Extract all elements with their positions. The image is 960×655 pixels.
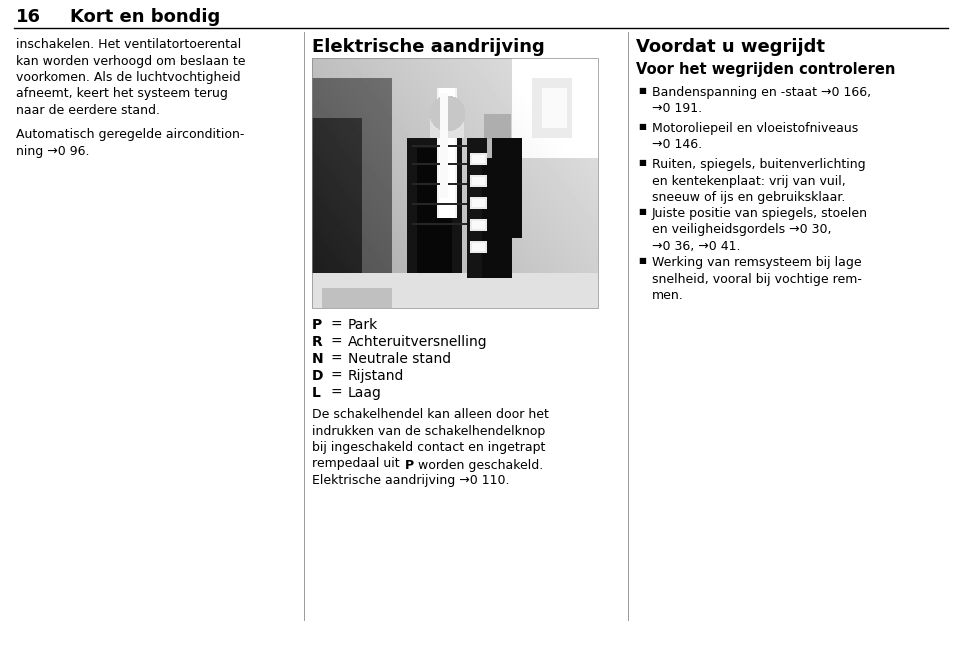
Text: =: = (330, 352, 342, 366)
Text: 16: 16 (16, 8, 41, 26)
Text: P: P (312, 318, 323, 332)
Text: N: N (312, 352, 324, 366)
Text: ■: ■ (638, 158, 646, 167)
Text: Elektrische aandrijving: Elektrische aandrijving (312, 38, 544, 56)
Text: =: = (330, 386, 342, 400)
Text: =: = (330, 369, 342, 383)
Text: Bandenspanning en -staat →0 166,
→0 191.: Bandenspanning en -staat →0 166, →0 191. (652, 86, 871, 115)
Text: Rijstand: Rijstand (348, 369, 404, 383)
Text: ■: ■ (638, 256, 646, 265)
Text: P: P (405, 459, 414, 472)
Text: Voordat u wegrijdt: Voordat u wegrijdt (636, 38, 825, 56)
Text: Automatisch geregelde aircondition‑
ning →0 96.: Automatisch geregelde aircondition‑ ning… (16, 128, 245, 157)
Text: Ruiten, spiegels, buitenverlichting
en kentekenplaat: vrij van vuil,
sneeuw of i: Ruiten, spiegels, buitenverlichting en k… (652, 158, 866, 204)
Text: =: = (330, 318, 342, 332)
Text: L: L (312, 386, 321, 400)
Text: Werking van remsysteem bij lage
snelheid, vooral bij vochtige rem‑
men.: Werking van remsysteem bij lage snelheid… (652, 256, 862, 302)
Text: ■: ■ (638, 207, 646, 216)
Text: =: = (330, 335, 342, 349)
Text: Park: Park (348, 318, 378, 332)
Text: Motoroliepeil en vloeistofniveaus
→0 146.: Motoroliepeil en vloeistofniveaus →0 146… (652, 122, 858, 151)
Text: Elektrische aandrijving →0 110.: Elektrische aandrijving →0 110. (312, 474, 510, 487)
Text: inschakelen. Het ventilatortoerental
kan worden verhoogd om beslaan te
voorkomen: inschakelen. Het ventilatortoerental kan… (16, 38, 246, 117)
Text: Juiste positie van spiegels, stoelen
en veiligheidsgordels →0 30,
→0 36, →0 41.: Juiste positie van spiegels, stoelen en … (652, 207, 868, 253)
Text: ■: ■ (638, 122, 646, 131)
Text: R: R (312, 335, 323, 349)
Text: Kort en bondig: Kort en bondig (70, 8, 220, 26)
Text: Laag: Laag (348, 386, 382, 400)
Text: D: D (312, 369, 324, 383)
Text: Voor het wegrijden controleren: Voor het wegrijden controleren (636, 62, 896, 77)
Text: Achteruitversnelling: Achteruitversnelling (348, 335, 488, 349)
Text: worden geschakeld.: worden geschakeld. (414, 459, 543, 472)
Bar (312, 58, 598, 308)
Text: ■: ■ (638, 86, 646, 95)
Text: Neutrale stand: Neutrale stand (348, 352, 451, 366)
Text: De schakelhendel kan alleen door het
indrukken van de schakelhendelknop
bij inge: De schakelhendel kan alleen door het ind… (312, 408, 549, 470)
